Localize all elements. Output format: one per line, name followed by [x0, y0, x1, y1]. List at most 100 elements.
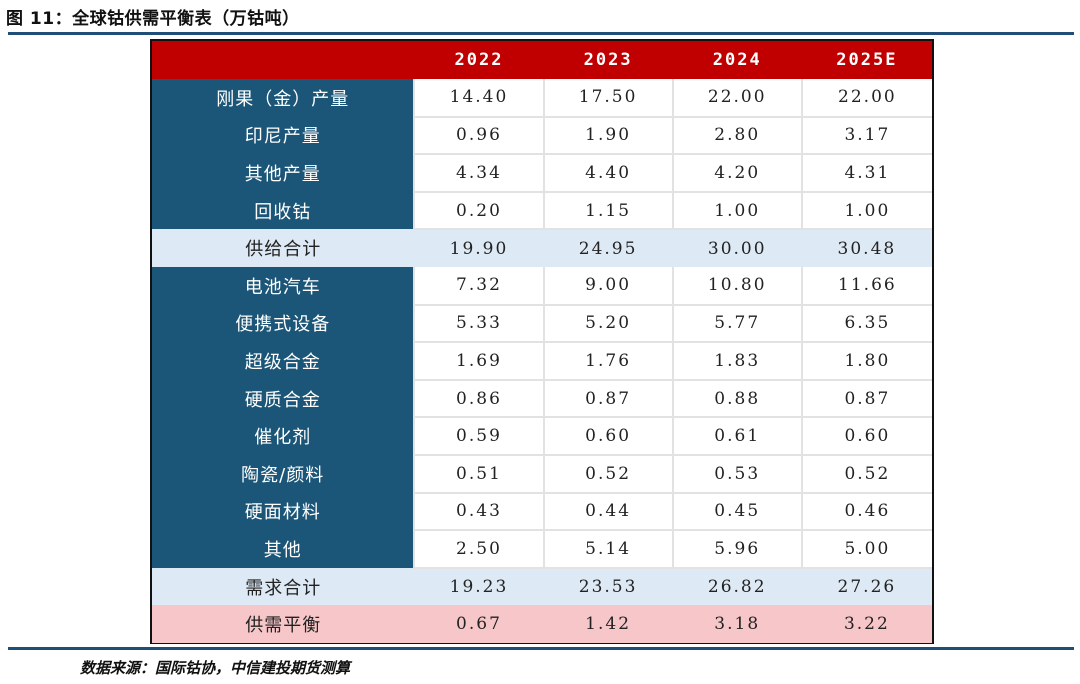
value-cell: 1.15 [542, 191, 673, 231]
value-cell: 22.00 [800, 79, 932, 118]
table-row: 印尼产量 0.96 1.90 2.80 3.17 [152, 116, 932, 156]
value-cell: 26.82 [672, 567, 802, 606]
value-cell: 5.00 [800, 530, 932, 569]
value-cell: 0.53 [671, 454, 802, 494]
table-row: 需求合计 19.23 23.53 26.82 27.26 [152, 567, 932, 606]
value-cell: 6.35 [800, 304, 932, 344]
column-header: 2023 [543, 41, 673, 79]
value-cell: 0.96 [413, 116, 544, 156]
value-cell: 23.53 [543, 567, 673, 606]
value-cell: 0.45 [671, 492, 802, 532]
table-row: 刚果（金）产量 14.40 17.50 22.00 22.00 [152, 79, 932, 118]
value-cell: 5.33 [413, 304, 544, 344]
value-cell: 1.83 [671, 342, 802, 381]
value-cell: 2.80 [671, 116, 802, 156]
row-label: 超级合金 [152, 342, 415, 380]
row-label: 硬质合金 [152, 379, 415, 418]
row-label: 回收钴 [152, 191, 415, 230]
value-cell: 1.42 [543, 605, 673, 643]
column-header: 2025E [801, 41, 932, 79]
row-label: 供给合计 [152, 229, 415, 267]
table-row: 其他 2.50 5.14 5.96 5.00 [152, 530, 932, 569]
value-cell: 4.31 [800, 154, 932, 193]
value-cell: 0.52 [800, 454, 932, 494]
value-cell: 0.43 [413, 492, 544, 532]
top-divider [8, 32, 1074, 35]
value-cell: 0.51 [413, 454, 544, 494]
value-cell: 5.96 [671, 530, 802, 569]
value-cell: 4.34 [413, 154, 544, 193]
value-cell: 0.88 [671, 379, 802, 419]
value-cell: 17.50 [542, 79, 673, 118]
value-cell: 1.80 [800, 342, 932, 381]
value-cell: 14.40 [413, 79, 544, 118]
value-cell: 5.20 [542, 304, 673, 344]
value-cell: 22.00 [671, 79, 802, 118]
value-cell: 0.20 [413, 191, 544, 231]
value-cell: 0.46 [800, 492, 932, 532]
value-cell: 3.22 [801, 605, 932, 643]
value-cell: 0.59 [413, 417, 544, 456]
row-label: 电池汽车 [152, 266, 415, 305]
value-cell: 10.80 [671, 266, 802, 306]
value-cell: 0.61 [671, 417, 802, 456]
row-label: 便携式设备 [152, 304, 415, 343]
value-cell: 1.69 [413, 342, 544, 381]
table-row: 其他产量 4.34 4.40 4.20 4.31 [152, 154, 932, 193]
value-cell: 1.76 [542, 342, 673, 381]
bottom-divider [8, 647, 1074, 650]
column-header: 2024 [672, 41, 802, 79]
value-cell: 0.60 [800, 417, 932, 456]
value-cell: 0.87 [800, 379, 932, 419]
value-cell: 7.32 [413, 266, 544, 306]
figure-title: 图 11：全球钴供需平衡表（万钴吨） [6, 9, 300, 29]
table-row: 陶瓷/颜料 0.51 0.52 0.53 0.52 [152, 454, 932, 494]
table-row: 回收钴 0.20 1.15 1.00 1.00 [152, 191, 932, 231]
value-cell: 19.90 [414, 229, 544, 267]
value-cell: 5.77 [671, 304, 802, 344]
value-cell: 0.67 [414, 605, 544, 643]
value-cell: 4.40 [542, 154, 673, 193]
value-cell: 0.44 [542, 492, 673, 532]
row-label: 其他产量 [152, 154, 415, 192]
value-cell: 3.18 [672, 605, 802, 643]
table-row: 便携式设备 5.33 5.20 5.77 6.35 [152, 304, 932, 344]
table-row: 硬质合金 0.86 0.87 0.88 0.87 [152, 379, 932, 419]
source-note: 数据来源：国际钴协，中信建投期货测算 [80, 659, 351, 677]
value-cell: 0.60 [542, 417, 673, 456]
value-cell: 30.48 [801, 229, 932, 267]
table-body: 刚果（金）产量 14.40 17.50 22.00 22.00 印尼产量 0.96 1.90 2… [152, 79, 932, 643]
value-cell: 1.90 [542, 116, 673, 156]
value-cell: 2.50 [413, 530, 544, 569]
value-cell: 1.00 [671, 191, 802, 231]
header-corner [152, 41, 415, 79]
value-cell: 9.00 [542, 266, 673, 306]
row-label: 印尼产量 [152, 116, 415, 155]
value-cell: 4.20 [671, 154, 802, 193]
row-label: 陶瓷/颜料 [152, 454, 415, 493]
value-cell: 5.14 [542, 530, 673, 569]
value-cell: 27.26 [801, 567, 932, 606]
value-cell: 0.86 [413, 379, 544, 419]
balance-table-container: 2022 2023 2024 2025E 刚果（金）产量 14.40 17.50 22… [150, 39, 934, 644]
value-cell: 3.17 [800, 116, 932, 156]
table-row: 供需平衡 0.67 1.42 3.18 3.22 [152, 605, 932, 643]
table-row: 供给合计 19.90 24.95 30.00 30.48 [152, 229, 932, 267]
row-label: 其他 [152, 530, 415, 568]
value-cell: 24.95 [543, 229, 673, 267]
row-label: 催化剂 [152, 417, 415, 455]
row-label: 需求合计 [152, 567, 415, 606]
value-cell: 0.87 [542, 379, 673, 419]
column-header: 2022 [414, 41, 544, 79]
value-cell: 0.52 [542, 454, 673, 494]
table-row: 催化剂 0.59 0.60 0.61 0.60 [152, 417, 932, 456]
value-cell: 1.00 [800, 191, 932, 231]
value-cell: 30.00 [672, 229, 802, 267]
value-cell: 19.23 [414, 567, 544, 606]
row-label: 刚果（金）产量 [152, 79, 415, 117]
header-row: 2022 2023 2024 2025E [152, 41, 932, 79]
value-cell: 11.66 [800, 266, 932, 306]
table-row: 超级合金 1.69 1.76 1.83 1.80 [152, 342, 932, 381]
row-label: 硬面材料 [152, 492, 415, 531]
cobalt-balance-table: 2022 2023 2024 2025E 刚果（金）产量 14.40 17.50 22… [152, 41, 932, 643]
